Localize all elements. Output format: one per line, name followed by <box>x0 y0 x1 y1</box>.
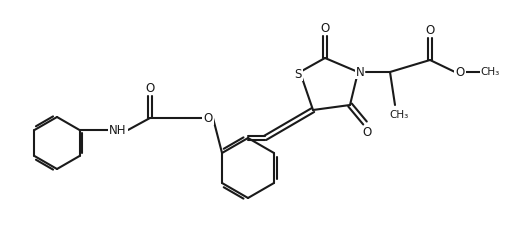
Text: S: S <box>294 68 301 80</box>
Text: CH₃: CH₃ <box>388 110 408 120</box>
Text: O: O <box>455 65 464 79</box>
Text: O: O <box>145 81 154 94</box>
Text: CH₃: CH₃ <box>479 67 499 77</box>
Text: O: O <box>425 24 434 36</box>
Text: O: O <box>362 127 371 139</box>
Text: O: O <box>203 111 212 124</box>
Text: N: N <box>355 65 363 79</box>
Text: O: O <box>320 21 329 35</box>
Text: NH: NH <box>109 124 127 137</box>
